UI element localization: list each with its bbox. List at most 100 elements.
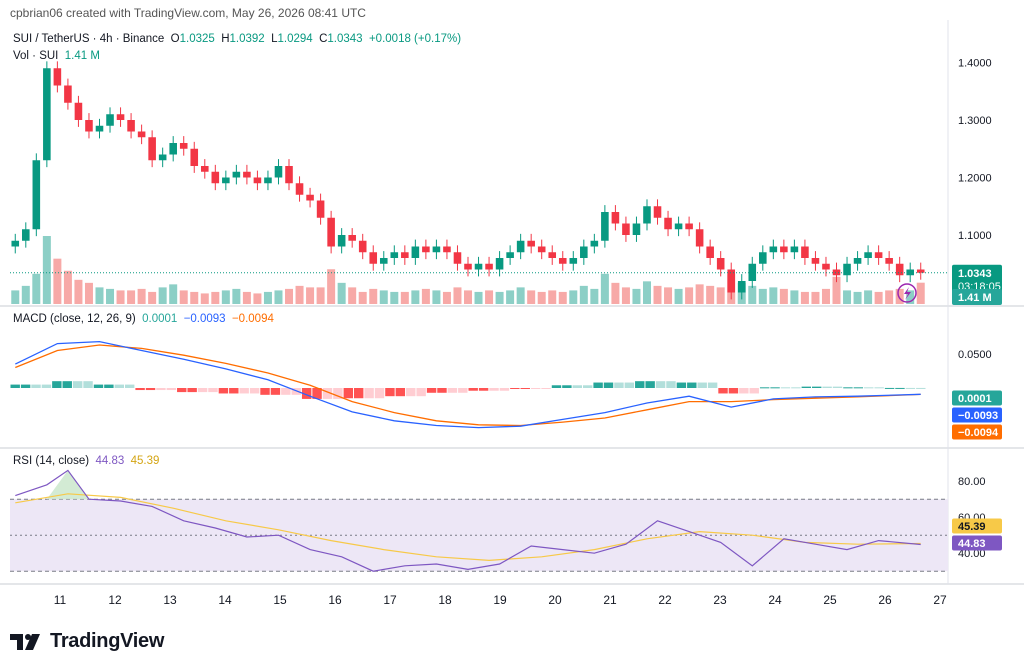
volume-bar (11, 290, 20, 304)
macd-histogram-bar (374, 388, 385, 399)
volume-bar (811, 291, 820, 304)
candle (306, 194, 314, 201)
tradingview-logo-icon (10, 633, 40, 650)
volume-bar (169, 284, 178, 304)
macd-histogram-bar (749, 388, 759, 394)
time-tick-label: 20 (548, 593, 562, 607)
candle (590, 240, 599, 247)
macd-signal-badge-bg (952, 424, 1002, 440)
time-tick-label: 17 (383, 593, 397, 607)
rsi-label: RSI (14, close) (13, 455, 90, 467)
macd-histogram-bar (780, 387, 791, 389)
volume-bar (411, 290, 420, 304)
time-tick-label: 16 (328, 593, 342, 607)
macd-legend[interactable]: MACD (close, 12, 26, 9) 0.0001 −0.0093 −… (13, 313, 274, 325)
macd-histogram-bar (593, 382, 603, 388)
volume-bar (137, 288, 146, 304)
macd-histogram-bar (114, 384, 124, 388)
macd-histogram-bar (239, 388, 249, 394)
candle (337, 235, 346, 247)
volume-bar (379, 290, 388, 304)
volume-bar (579, 285, 588, 304)
macd-hist-badge: 0.0001 (958, 393, 992, 405)
macd-histogram-bar (20, 384, 31, 388)
candle (864, 252, 872, 258)
macd-histogram-bar (62, 381, 72, 388)
candle (674, 223, 683, 230)
volume-bar (653, 285, 662, 304)
open-label: O (170, 33, 180, 45)
candle (601, 212, 609, 241)
volume-bar (516, 287, 525, 304)
candle (200, 166, 209, 172)
volume-bar (211, 291, 220, 304)
candle (243, 171, 251, 178)
candle (527, 240, 535, 247)
volume-bar (821, 288, 830, 304)
macd-histogram-bar (125, 384, 135, 388)
candle (285, 166, 293, 184)
volume-bar (674, 288, 683, 304)
candle (443, 246, 451, 253)
volume-bar (274, 290, 283, 304)
symbol-label: SUI / TetherUS · 4h · Binance (13, 33, 165, 45)
candle (422, 246, 430, 253)
candle (464, 263, 472, 270)
macd-histogram-bar (156, 388, 166, 391)
time-axis: 11 12 13 14 15 16 17 18 19 20 21 22 23 24 25 26 27 (54, 593, 947, 607)
candle (611, 212, 620, 224)
volume-bar (21, 285, 30, 304)
macd-histogram-bar (249, 388, 260, 394)
macd-histogram-bar (41, 384, 52, 388)
candle (222, 177, 230, 184)
volume-legend[interactable]: Vol · SUI 1.41 M (13, 50, 100, 62)
volume-bar (685, 287, 694, 304)
volume-bar (864, 290, 873, 304)
volume-bar (569, 290, 578, 304)
volume-bar (285, 288, 294, 304)
volume-bar (179, 290, 188, 304)
volume-bar (916, 282, 925, 304)
candle (232, 171, 241, 178)
macd-histogram-bar (562, 385, 572, 388)
volume-bar (537, 291, 546, 304)
main-legend[interactable]: SUI / TetherUS · 4h · Binance O1.0325 H1… (13, 33, 461, 45)
candle (485, 263, 493, 270)
macd-histogram-bar (812, 386, 822, 388)
macd-histogram-bar (145, 388, 156, 391)
macd-histogram-bar (770, 387, 780, 389)
volume-bar (327, 269, 336, 304)
volume-bar (295, 285, 304, 304)
candle (327, 217, 335, 247)
macd-histogram-bar (916, 387, 926, 389)
candle (32, 160, 41, 230)
candle (274, 166, 283, 178)
candle (653, 206, 662, 218)
candle (295, 183, 304, 195)
time-tick-label: 14 (218, 593, 232, 607)
candle (253, 177, 262, 184)
macd-histogram-bar (437, 388, 447, 393)
macd-histogram-bar (343, 388, 353, 399)
volume-bar (853, 291, 862, 304)
macd-histogram-bar (739, 388, 749, 394)
volume-bar (590, 288, 599, 304)
rsi-legend[interactable]: RSI (14, close) 44.83 45.39 (13, 455, 159, 467)
volume-bar (874, 291, 883, 304)
rsi-ma-line (15, 493, 921, 562)
macd-histogram-bar (229, 388, 239, 394)
candle (369, 252, 378, 264)
macd-histogram-bar (864, 387, 874, 389)
volume-bar (706, 285, 715, 304)
macd-signal-line (15, 344, 921, 427)
time-tick-label: 24 (768, 593, 782, 607)
volume-bar (369, 288, 378, 304)
macd-hist-badge-bg (952, 390, 1002, 406)
volume-label: Vol · SUI (13, 50, 59, 62)
macd-histogram-bar (541, 388, 551, 389)
candle (11, 240, 20, 247)
candle (843, 263, 851, 276)
candle (895, 263, 904, 276)
